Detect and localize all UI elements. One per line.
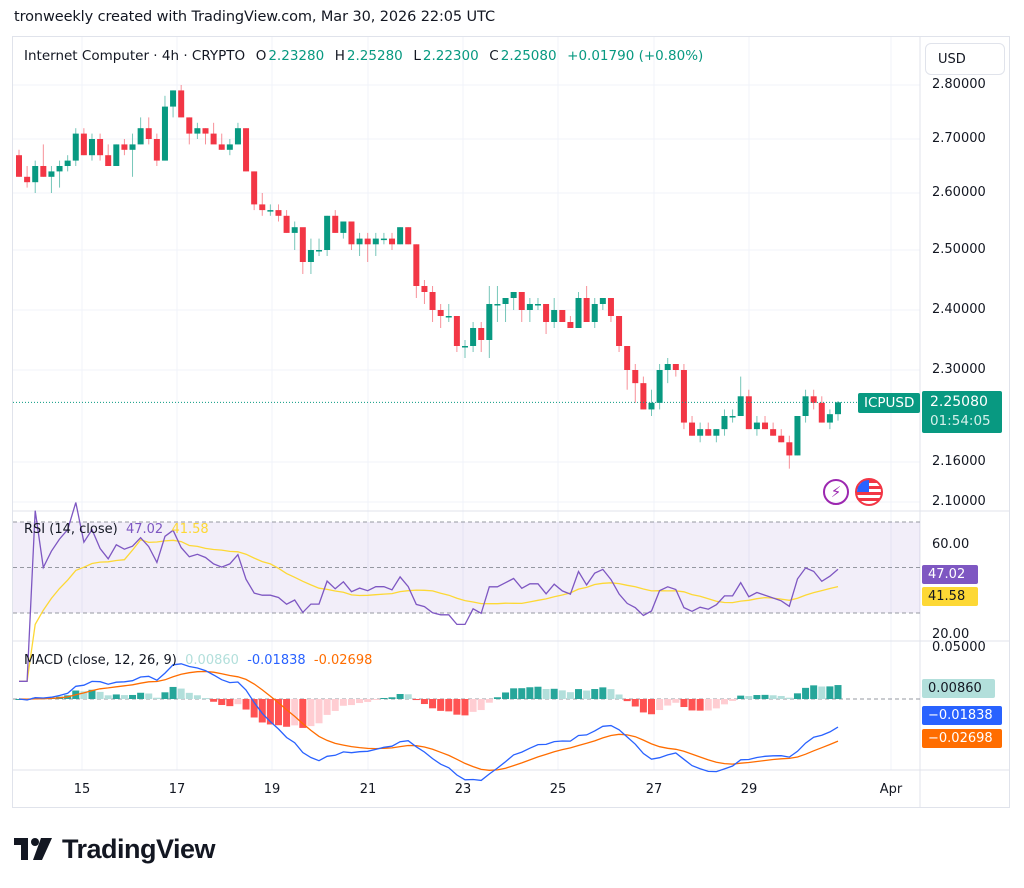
last-price: 2.25080 <box>930 394 988 410</box>
rsi-title: RSI (14, close) <box>24 522 118 537</box>
change-value: +0.01790 (+0.80%) <box>567 48 704 64</box>
open-label: O <box>255 48 267 64</box>
attribution-header: tronweekly created with TradingView.com,… <box>14 9 495 25</box>
tradingview-logo[interactable]: TradingView <box>14 834 216 865</box>
time-axis-label: 25 <box>549 782 567 797</box>
time-axis-label: 19 <box>263 782 281 797</box>
time-axis-label: 29 <box>740 782 758 797</box>
low-value: 2.22300 <box>422 48 479 64</box>
high-value: 2.25280 <box>346 48 403 64</box>
lightning-icon[interactable]: ⚡ <box>823 479 849 505</box>
time-axis-label: 23 <box>454 782 472 797</box>
price-axis-label: 2.50000 <box>932 242 986 257</box>
us-flag-icon[interactable] <box>855 478 883 506</box>
macd-line-tag: −0.01838 <box>922 706 1002 725</box>
time-axis-label: 17 <box>168 782 186 797</box>
macd-value: -0.01838 <box>247 653 306 668</box>
time-axis-label: 27 <box>645 782 663 797</box>
last-price-tag: 2.25080 01:54:05 <box>922 391 1002 433</box>
price-axis-label: 2.40000 <box>932 302 986 317</box>
price-axis-label: 2.30000 <box>932 362 986 377</box>
time-axis-label: Apr <box>879 782 903 797</box>
macd-hist-tag: 0.00860 <box>922 679 995 698</box>
symbol-legend: Internet Computer · 4h · CRYPTO O 2.23280… <box>24 48 705 64</box>
rsi-ma-tag: 41.58 <box>922 587 978 606</box>
price-axis-label: 2.80000 <box>932 77 986 92</box>
chart-frame <box>12 36 1010 808</box>
tradingview-logo-text: TradingView <box>62 834 216 864</box>
price-axis-label: 2.16000 <box>932 454 986 469</box>
price-axis-label: 2.70000 <box>932 131 986 146</box>
bar-countdown: 01:54:05 <box>930 413 991 429</box>
symbol-tag: ICPUSD <box>858 393 921 413</box>
rsi-value: 47.02 <box>125 522 164 537</box>
price-axis-label: 2.10000 <box>932 494 986 509</box>
macd-title: MACD (close, 12, 26, 9) <box>24 653 177 668</box>
macd-axis-label: 0.05000 <box>932 640 986 655</box>
time-axis-label: 21 <box>359 782 377 797</box>
open-value: 2.23280 <box>268 48 325 64</box>
rsi-ma-value: 41.58 <box>171 522 209 537</box>
rsi-legend: RSI (14, close) 47.02 41.58 <box>24 522 209 537</box>
rsi-value-tag: 47.02 <box>922 565 978 584</box>
price-axis-label: 2.60000 <box>932 185 986 200</box>
high-label: H <box>334 48 345 64</box>
currency-button[interactable]: USD <box>925 43 1005 75</box>
time-axis-label: 15 <box>73 782 91 797</box>
tradingview-logo-icon <box>14 837 52 860</box>
candlestick-series <box>13 85 920 469</box>
macd-signal-tag: −0.02698 <box>922 729 1002 748</box>
rsi-axis-label: 60.00 <box>932 537 970 552</box>
macd-hist-value: 0.00860 <box>185 653 239 668</box>
macd-legend: MACD (close, 12, 26, 9) 0.00860 -0.01838… <box>24 653 372 668</box>
close-value: 2.25080 <box>500 48 557 64</box>
symbol-name: Internet Computer · 4h · CRYPTO <box>24 48 246 64</box>
rsi-axis-label: 20.00 <box>932 627 970 642</box>
low-label: L <box>413 48 421 64</box>
macd-signal-value: -0.02698 <box>313 653 373 668</box>
macd-pane <box>13 663 920 782</box>
rsi-pane <box>13 502 920 682</box>
close-label: C <box>489 48 499 64</box>
